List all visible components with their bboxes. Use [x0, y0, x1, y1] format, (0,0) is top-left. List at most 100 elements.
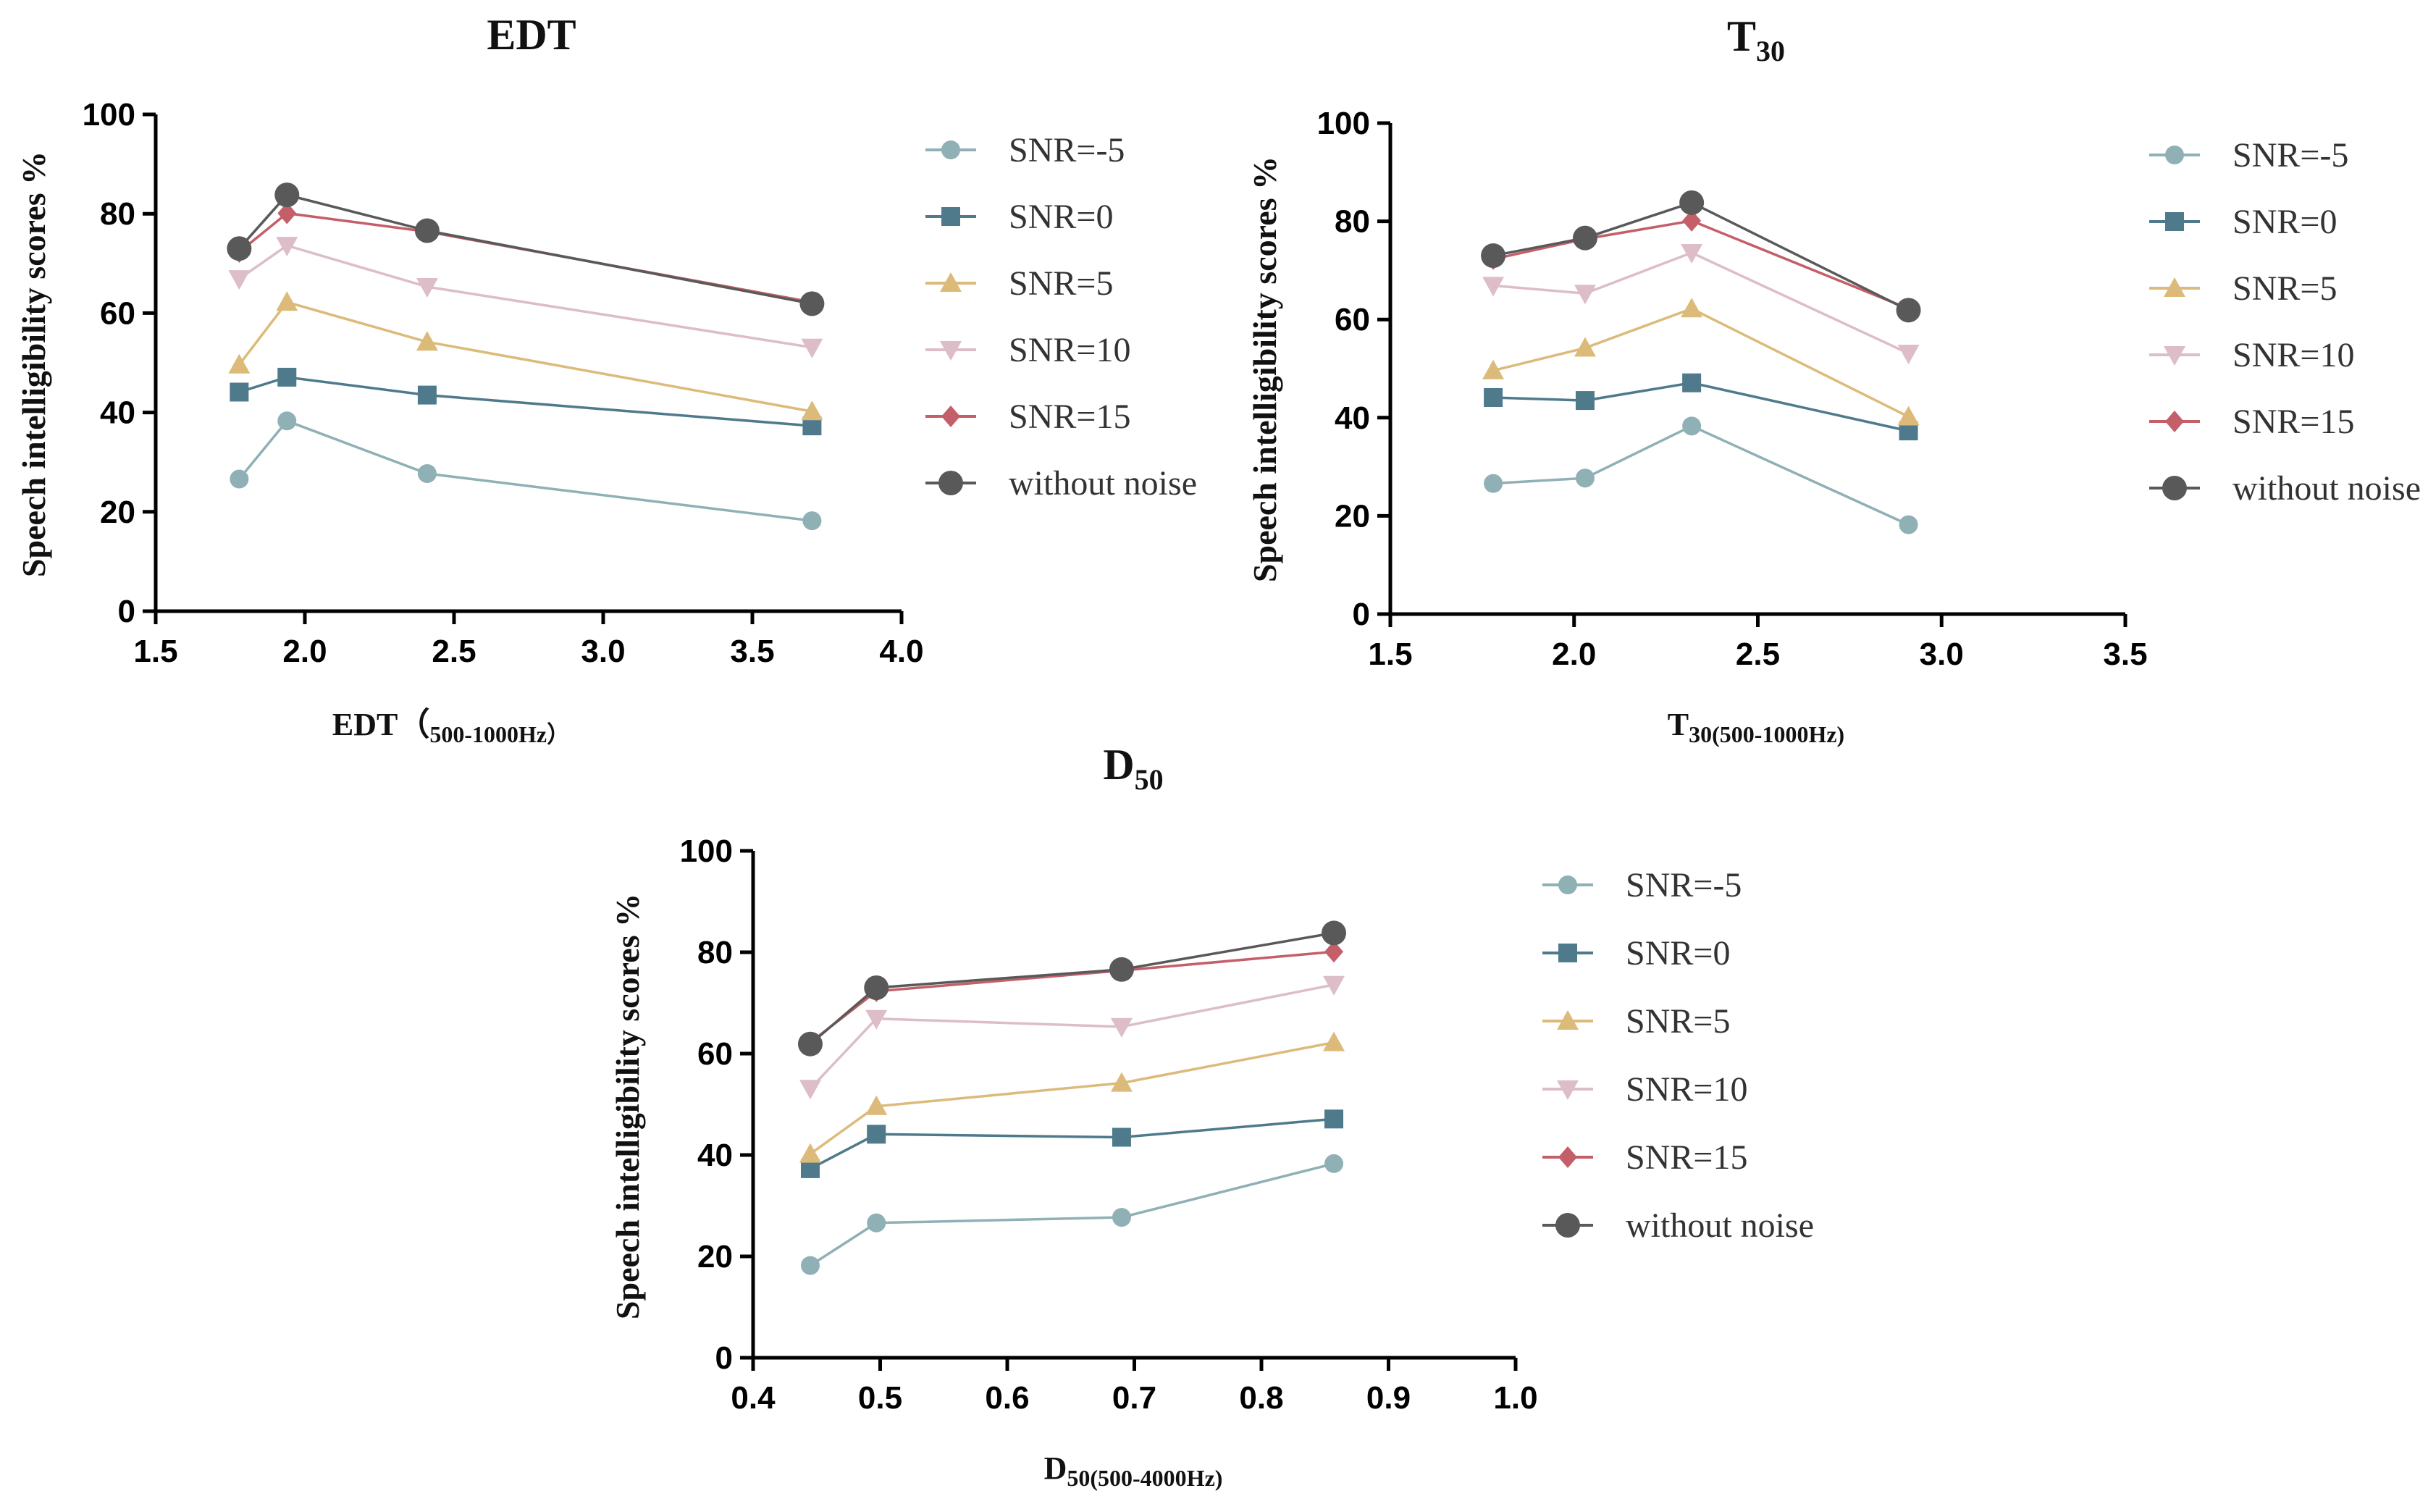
legend-marker: [940, 341, 962, 361]
x-tick-label: 3.0: [1920, 637, 1964, 672]
data-point: [1574, 337, 1596, 357]
series-line-1: [1493, 381, 1909, 432]
legend-label: SNR=0: [1009, 198, 1113, 236]
x-tick-label: 2.0: [282, 634, 327, 669]
series-line-2: [238, 301, 812, 413]
data-point: [1574, 285, 1596, 305]
y-tick-label: 20: [697, 1239, 733, 1274]
data-point: [1896, 298, 1921, 323]
y-axis-label: Speech intelligibility scores %: [1246, 156, 1283, 582]
series-line-3: [809, 983, 1335, 1090]
data-point: [1897, 344, 1920, 364]
data-point: [1323, 975, 1345, 996]
x-tick-label: 3.5: [730, 634, 774, 669]
data-point: [277, 367, 297, 387]
data-point: [864, 975, 889, 1000]
data-point: [1484, 474, 1503, 493]
data-point: [801, 338, 823, 358]
legend-marker: [938, 471, 963, 495]
data-point: [1682, 209, 1702, 232]
series-line-5: [238, 193, 812, 306]
y-tick-label: 40: [697, 1138, 733, 1173]
series-line-4: [1492, 219, 1910, 310]
data-point: [1109, 957, 1134, 982]
data-point: [1481, 243, 1506, 269]
data-point: [416, 278, 438, 298]
data-point: [1682, 416, 1702, 436]
y-tick-label: 40: [1335, 400, 1370, 436]
series-line-5: [1492, 201, 1910, 311]
data-point: [1112, 1208, 1131, 1227]
data-point: [1112, 1127, 1131, 1147]
legend-marker: [1558, 1146, 1577, 1168]
data-point: [1110, 1072, 1133, 1092]
data-point: [274, 182, 300, 208]
x-tick-label: 1.0: [1493, 1380, 1537, 1416]
x-tick-label: 0.9: [1366, 1380, 1411, 1416]
data-point: [867, 1125, 886, 1144]
data-point: [1322, 920, 1347, 946]
data-point: [1482, 359, 1505, 379]
data-point: [417, 463, 437, 483]
legend-marker: [2165, 146, 2184, 164]
x-tick-label: 0.7: [1112, 1380, 1156, 1416]
legend-label: without noise: [1626, 1206, 1814, 1245]
data-point: [1679, 190, 1705, 215]
data-point: [228, 270, 251, 290]
y-tick-label: 20: [1335, 498, 1370, 534]
legend-label: SNR=15: [1009, 398, 1130, 436]
data-point: [228, 353, 251, 374]
chart-panel-t30: T30 Speech intelligibility scores % T30(…: [1246, 12, 2421, 747]
data-point: [1324, 1109, 1344, 1129]
legend-marker: [941, 207, 960, 226]
data-point: [865, 1095, 888, 1115]
legend-label: SNR=10: [2232, 336, 2354, 374]
x-tick-label: 0.6: [985, 1380, 1029, 1416]
legend-label: SNR=0: [2232, 203, 2337, 241]
data-point: [230, 469, 249, 489]
series-line-1: [238, 376, 812, 427]
y-axis-label: Speech intelligibility scores %: [15, 151, 52, 577]
x-tick-label: 3.5: [2103, 637, 2147, 672]
legend-marker: [1557, 1010, 1579, 1030]
x-tick-label: 2.5: [432, 634, 476, 669]
legend-label: without noise: [2232, 469, 2421, 508]
legend-marker: [2165, 411, 2184, 432]
data-point: [800, 1256, 820, 1275]
chart-title: EDT: [487, 11, 576, 59]
legend-label: SNR=5: [1626, 1002, 1730, 1041]
y-tick-label: 100: [83, 97, 135, 133]
x-tick-label: 1.5: [133, 634, 177, 669]
data-point: [417, 385, 437, 405]
data-point: [1681, 298, 1703, 318]
x-tick-label: 1.5: [1368, 637, 1412, 672]
legend-marker: [941, 140, 960, 159]
data-point: [867, 1213, 886, 1232]
data-point: [1324, 1154, 1344, 1173]
y-tick-label: 20: [100, 495, 135, 530]
y-tick-label: 80: [1335, 204, 1370, 240]
x-tick-label: 3.0: [581, 634, 625, 669]
y-tick-label: 0: [1353, 597, 1370, 632]
data-point: [865, 1009, 888, 1030]
legend-label: SNR=-5: [1009, 131, 1125, 169]
data-point: [277, 411, 297, 431]
data-point: [276, 291, 298, 311]
y-tick-label: 40: [100, 395, 135, 431]
legend-label: SNR=-5: [1626, 866, 1742, 904]
y-tick-label: 80: [100, 196, 135, 232]
data-point: [797, 1031, 823, 1057]
series-line-0: [238, 419, 812, 522]
series-line-5: [809, 931, 1335, 1046]
legend-marker: [2164, 346, 2185, 366]
data-point: [799, 1143, 821, 1163]
x-tick-label: 0.5: [858, 1380, 902, 1416]
x-tick-label: 0.4: [731, 1380, 776, 1416]
y-tick-label: 100: [680, 833, 733, 869]
legend-marker: [1558, 875, 1577, 894]
series-line-3: [1492, 251, 1910, 355]
data-point: [1110, 1017, 1133, 1038]
legend-label: SNR=15: [2232, 403, 2354, 441]
data-point: [416, 331, 438, 351]
